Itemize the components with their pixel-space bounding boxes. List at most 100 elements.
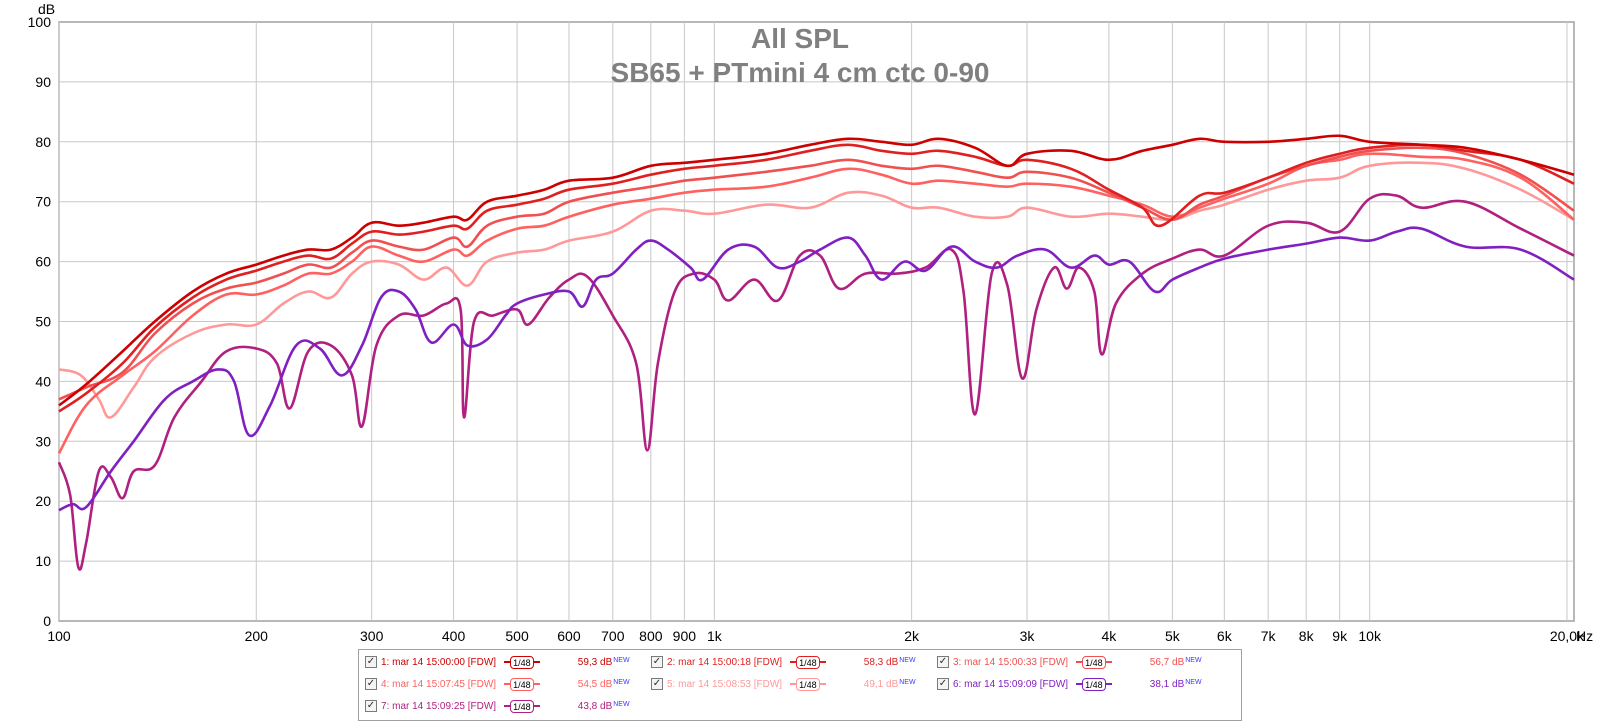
x-tick-label: 2k	[904, 628, 920, 644]
series-visibility-checkbox[interactable]: ✓	[651, 678, 663, 690]
x-tick-label: 5k	[1165, 628, 1181, 644]
x-tick-label: 100	[47, 628, 71, 644]
line-swatch	[533, 661, 540, 663]
y-tick-label: 10	[35, 553, 51, 569]
legend-level-value: 59,3 dBNEW	[570, 657, 630, 668]
new-badge: NEW	[899, 656, 916, 664]
legend-level-value: 58,3 dBNEW	[856, 657, 916, 668]
legend-level-value: 49,1 dBNEW	[856, 679, 916, 690]
x-tick-label: 7k	[1261, 628, 1277, 644]
level-text: 43,8 dB	[577, 700, 613, 712]
legend: ✓ 1: mar 14 15:00:00 [FDW] 1/48 59,3 dBNEW ✓…	[358, 649, 1242, 721]
legend-item-1[interactable]: ✓ 1: mar 14 15:00:00 [FDW] 1/48 59,3 dBNEW	[365, 652, 630, 672]
series-visibility-checkbox[interactable]: ✓	[365, 678, 377, 690]
grid	[58, 22, 1574, 621]
y-axis-label: dB	[38, 1, 55, 17]
smoothing-badge: 1/48	[796, 677, 820, 691]
legend-series-name: 5: mar 14 15:08:53 [FDW]	[667, 678, 783, 690]
level-text: 38,1 dB	[1149, 678, 1185, 690]
y-tick-label: 20	[35, 493, 51, 509]
series-line-2	[58, 143, 1575, 413]
smoothing-icon[interactable]: 1/48	[1076, 655, 1112, 669]
tick-labels: 0 10 20 30 40 50 60 70 80 90 100 100 200 300 400 500 600…	[28, 14, 1585, 644]
x-tick-label: 400	[442, 628, 466, 644]
new-badge: NEW	[899, 678, 916, 686]
smoothing-badge: 1/48	[1082, 655, 1106, 669]
y-tick-label: 70	[35, 194, 51, 210]
legend-level-value: 54,5 dBNEW	[570, 679, 630, 690]
series-line-6	[58, 226, 1575, 512]
series-group	[57, 134, 1575, 571]
smoothing-icon[interactable]: 1/48	[790, 677, 826, 691]
smoothing-badge: 1/48	[510, 655, 534, 669]
legend-item-4[interactable]: ✓ 4: mar 14 15:07:45 [FDW] 1/48 54,5 dBNEW	[365, 674, 630, 694]
y-tick-label: 0	[43, 613, 51, 629]
spl-chart: 0 10 20 30 40 50 60 70 80 90 100 100 200 300 400 500 600…	[28, 1, 1593, 644]
series-visibility-checkbox[interactable]: ✓	[365, 656, 377, 668]
legend-item-6[interactable]: ✓ 6: mar 14 15:09:09 [FDW] 1/48 38,1 dBNEW	[937, 674, 1202, 694]
smoothing-icon[interactable]: 1/48	[790, 655, 826, 669]
smoothing-icon[interactable]: 1/48	[504, 699, 540, 713]
y-tick-label: 40	[35, 373, 51, 389]
legend-item-7[interactable]: ✓ 7: mar 14 15:09:25 [FDW] 1/48 43,8 dBNEW	[365, 696, 630, 716]
smoothing-badge: 1/48	[510, 699, 534, 713]
series-visibility-checkbox[interactable]: ✓	[937, 678, 949, 690]
legend-series-name: 3: mar 14 15:00:33 [FDW]	[953, 656, 1069, 668]
new-badge: NEW	[1185, 656, 1202, 664]
level-text: 58,3 dB	[863, 656, 899, 668]
line-swatch	[504, 661, 511, 663]
series-visibility-checkbox[interactable]: ✓	[937, 656, 949, 668]
legend-level-value: 56,7 dBNEW	[1142, 657, 1202, 668]
x-tick-label: 900	[673, 628, 697, 644]
x-axis-unit-label: Hz	[1576, 628, 1593, 644]
new-badge: NEW	[613, 700, 630, 708]
new-badge: NEW	[1185, 678, 1202, 686]
line-swatch	[790, 661, 797, 663]
new-badge: NEW	[613, 678, 630, 686]
x-tick-label: 200	[245, 628, 269, 644]
legend-series-name: 4: mar 14 15:07:45 [FDW]	[381, 678, 497, 690]
smoothing-icon[interactable]: 1/48	[504, 655, 540, 669]
line-swatch	[1076, 661, 1083, 663]
legend-item-3[interactable]: ✓ 3: mar 14 15:00:33 [FDW] 1/48 56,7 dBNEW	[937, 652, 1202, 672]
y-tick-label: 60	[35, 254, 51, 270]
legend-item-5[interactable]: ✓ 5: mar 14 15:08:53 [FDW] 1/48 49,1 dBNEW	[651, 674, 916, 694]
line-swatch	[1105, 683, 1112, 685]
level-text: 54,5 dB	[577, 678, 613, 690]
new-badge: NEW	[613, 656, 630, 664]
smoothing-badge: 1/48	[1082, 677, 1106, 691]
legend-series-name: 6: mar 14 15:09:09 [FDW]	[953, 678, 1069, 690]
level-text: 59,3 dB	[577, 656, 613, 668]
line-swatch	[819, 683, 826, 685]
line-swatch	[1105, 661, 1112, 663]
y-tick-label: 90	[35, 74, 51, 90]
series-line-7	[57, 192, 1575, 571]
legend-level-value: 43,8 dBNEW	[570, 701, 630, 712]
series-line-4	[57, 152, 1575, 454]
smoothing-icon[interactable]: 1/48	[504, 677, 540, 691]
x-tick-label: 8k	[1299, 628, 1315, 644]
y-tick-label: 80	[35, 134, 51, 150]
chart-subtitle: SB65 + PTmini 4 cm ctc 0-90	[611, 57, 990, 88]
x-tick-label: 800	[639, 628, 663, 644]
x-tick-label: 9k	[1332, 628, 1348, 644]
legend-series-name: 1: mar 14 15:00:00 [FDW]	[381, 656, 497, 668]
smoothing-badge: 1/48	[510, 677, 534, 691]
x-tick-label: 500	[505, 628, 529, 644]
line-swatch	[790, 683, 797, 685]
y-tick-label: 100	[28, 14, 52, 30]
chart-title: All SPL	[751, 23, 849, 54]
series-visibility-checkbox[interactable]: ✓	[651, 656, 663, 668]
line-swatch	[504, 705, 511, 707]
series-visibility-checkbox[interactable]: ✓	[365, 700, 377, 712]
x-tick-label: 20,0k	[1550, 628, 1585, 644]
x-tick-label: 1k	[707, 628, 723, 644]
level-text: 49,1 dB	[863, 678, 899, 690]
series-line-1	[58, 134, 1575, 407]
x-tick-label: 6k	[1217, 628, 1233, 644]
legend-item-2[interactable]: ✓ 2: mar 14 15:00:18 [FDW] 1/48 58,3 dBNEW	[651, 652, 916, 672]
smoothing-icon[interactable]: 1/48	[1076, 677, 1112, 691]
x-tick-label: 3k	[1020, 628, 1036, 644]
y-tick-label: 30	[35, 433, 51, 449]
legend-series-name: 2: mar 14 15:00:18 [FDW]	[667, 656, 783, 668]
